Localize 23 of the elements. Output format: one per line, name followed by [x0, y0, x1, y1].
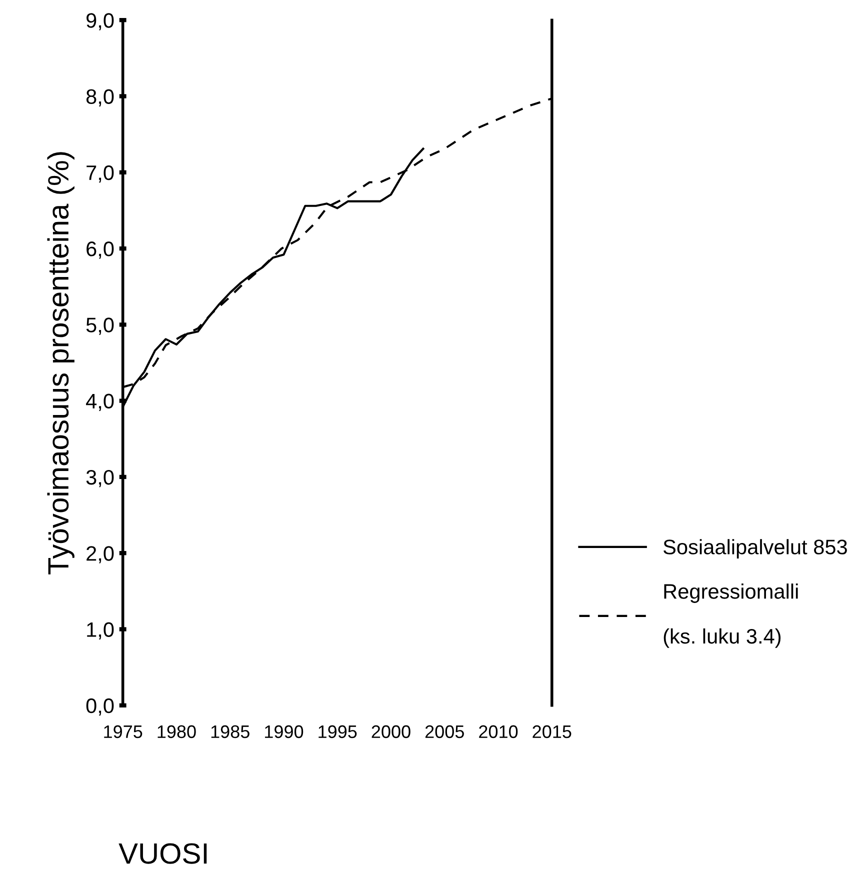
- x-tick-label: 1990: [265, 725, 304, 738]
- x-axis-title: VUOSI: [118, 843, 207, 864]
- x-tick-label: 2000: [372, 725, 410, 738]
- y-tick-label: 3,0: [86, 470, 114, 488]
- x-tick-label: 1975: [104, 725, 142, 738]
- text: Regressiomalli (ks. luku 3.4): [664, 584, 798, 648]
- x-tick-label: 2005: [425, 725, 464, 738]
- y-tick-label: 7,0: [86, 165, 114, 183]
- x-tick-label: 1985: [211, 725, 250, 738]
- x-tick-label: 2015: [532, 725, 572, 738]
- y-axis-title: Työvoimaosuus prosentteina (%): [47, 152, 74, 574]
- y-tick-label: 4,0: [86, 394, 114, 412]
- x-tick-label: 1980: [158, 725, 196, 738]
- y-tick-label: 9,0: [86, 13, 114, 30]
- x-tick-label: 2010: [479, 725, 518, 738]
- y-tick-label: 1,0: [87, 622, 114, 640]
- y-tick-label: 2,0: [86, 546, 114, 564]
- legend-label: Sosiaalipalvelut 853: [664, 539, 847, 559]
- x-tick-label: 1995: [318, 725, 357, 738]
- y-tick-label: 8,0: [86, 89, 114, 106]
- y-tick-label: 5,0: [86, 318, 114, 335]
- y-tick-label: 6,0: [86, 242, 114, 259]
- y-tick-label: 0,0: [86, 698, 114, 716]
